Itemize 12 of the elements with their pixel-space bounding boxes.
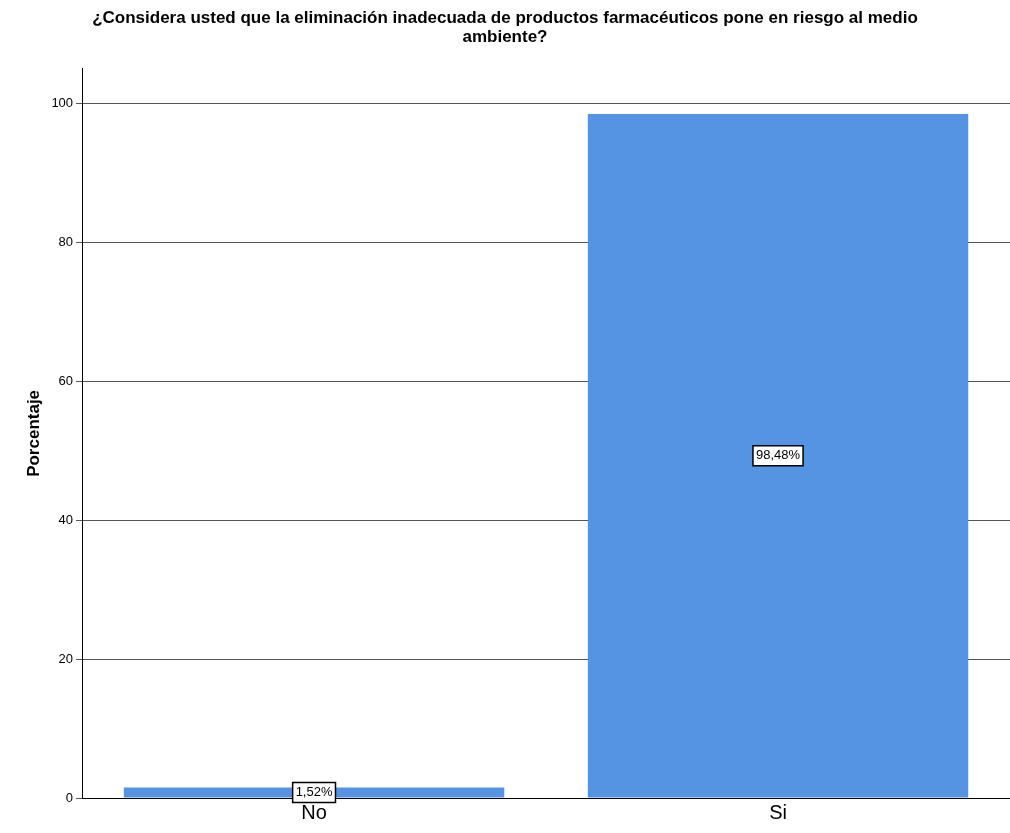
y-tick-label: 100: [51, 95, 74, 111]
y-axis-title: Porcentaje: [23, 389, 43, 477]
y-tick-label: 40: [58, 511, 74, 527]
x-tick-label: Si: [769, 800, 787, 823]
data-label: 1,52%: [295, 784, 333, 800]
x-tick-label: No: [301, 800, 327, 823]
y-tick-label: 20: [58, 650, 74, 666]
data-label: 98,48%: [755, 447, 801, 463]
chart-title: ¿Considera usted que la eliminación inadecuada de productos farmacéuticos pone en riesgo al medio ambiente?: [91, 7, 919, 48]
y-tick-label: 0: [65, 789, 74, 805]
y-tick-label: 80: [58, 234, 74, 249]
y-tick-label: 60: [58, 372, 74, 388]
